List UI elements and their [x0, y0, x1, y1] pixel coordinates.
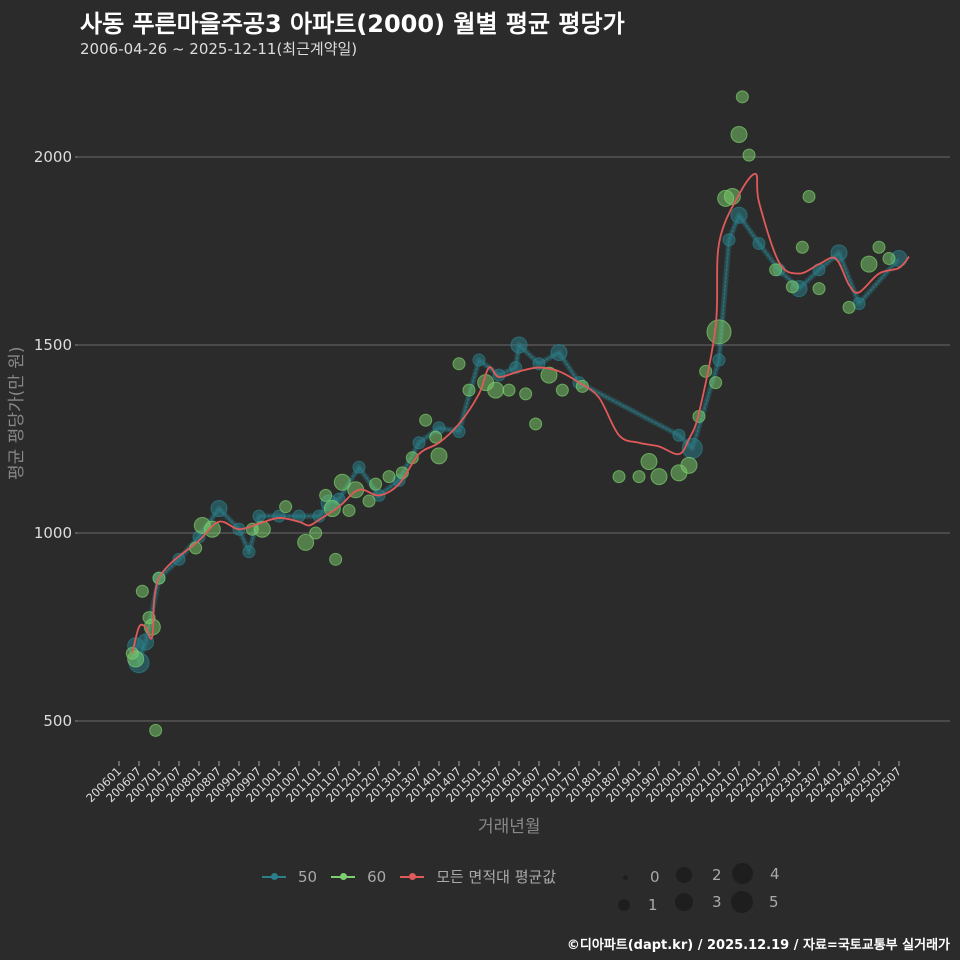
legend-label: 50	[298, 867, 318, 886]
legend-item-50: 50	[262, 868, 317, 886]
size-legend-2: 2	[676, 866, 722, 884]
legend-line-icon	[400, 872, 425, 880]
svg-text:1500: 1500	[34, 336, 72, 354]
chart-subtitle: 2006-04-26 ~ 2025-12-11(최근계약일)	[80, 40, 358, 58]
chart-plot: 5001000150020002006012006072007012007072…	[34, 90, 950, 805]
size-dot-icon	[675, 893, 693, 911]
size-dot-icon	[623, 874, 628, 880]
legend-item-60: 60	[331, 868, 386, 886]
size-legend-1: 1	[618, 896, 658, 914]
size-legend-5: 5	[731, 891, 779, 913]
size-dot-icon	[731, 891, 753, 913]
series-legend: 50 60 모든 면적대 평균값	[262, 866, 570, 887]
size-legend-4: 4	[732, 863, 780, 884]
size-legend-0: 0	[620, 868, 660, 886]
svg-text:1000: 1000	[34, 524, 72, 542]
chart-title: 사동 푸른마을주공3 아파트(2000) 월별 평균 평당가	[80, 10, 625, 38]
size-dot-icon	[732, 863, 753, 884]
size-legend: 0 1 2 3 4 5	[612, 862, 792, 922]
size-dot-icon	[618, 899, 630, 911]
legend-label: 모든 면적대 평균값	[436, 868, 557, 886]
svg-text:500: 500	[43, 712, 72, 730]
source-credit: ©디아파트(dapt.kr) / 2025.12.19 / 자료=국토교통부 실…	[566, 938, 950, 953]
svg-text:2000: 2000	[34, 148, 72, 166]
size-dot-icon	[676, 867, 692, 883]
x-axis-label: 거래년월	[478, 817, 541, 837]
size-legend-3: 3	[675, 893, 722, 911]
legend-item-average: 모든 면적대 평균값	[400, 866, 556, 887]
legend-line-icon	[262, 872, 286, 880]
legend-line-icon	[331, 872, 356, 880]
legend-label: 60	[367, 867, 387, 886]
